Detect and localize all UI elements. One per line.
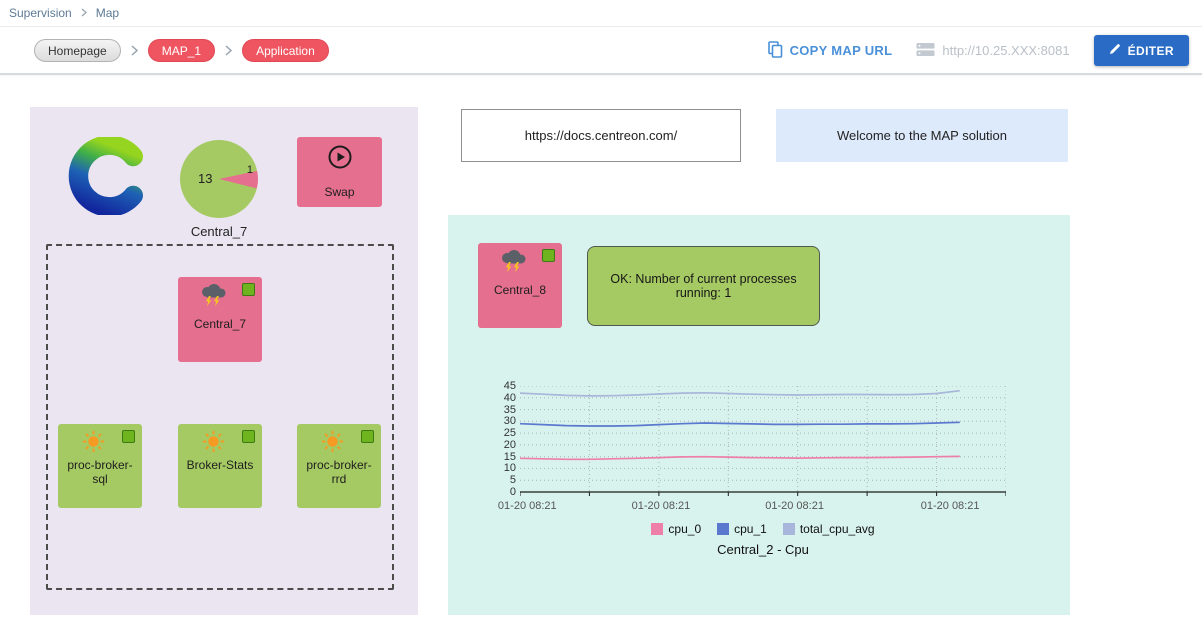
map-left-panel: 13 1 Central_7 Swap: [30, 107, 418, 615]
legend-label: total_cpu_avg: [799, 522, 875, 536]
server-url-text: http://10.25.XXX:8081: [942, 43, 1070, 58]
gauge-label: Central_7: [190, 224, 248, 239]
node-central-7[interactable]: Central_7: [178, 277, 262, 362]
welcome-box: Welcome to the MAP solution: [776, 109, 1068, 162]
edit-button-label: ÉDITER: [1127, 43, 1174, 58]
y-axis-tick-label: 10: [503, 462, 516, 475]
copy-map-url-button[interactable]: COPY MAP URL: [767, 40, 893, 61]
centreon-logo: [63, 135, 145, 220]
storm-cloud-icon: [178, 283, 262, 309]
chevron-right-icon: [131, 45, 138, 56]
x-axis-tick-label: 01-20 08:21: [920, 500, 980, 512]
cpu-chart-plot[interactable]: [520, 386, 1006, 497]
y-axis-tick-label: 45: [503, 380, 516, 392]
map-toolbar: Homepage MAP_1 Application COPY MAP URL: [0, 28, 1202, 75]
status-square: [542, 249, 555, 262]
legend-swatch: [651, 523, 664, 535]
y-axis-tick-label: 5: [509, 474, 516, 487]
status-message-box: OK: Number of current processes running:…: [587, 246, 820, 326]
status-square: [361, 430, 374, 443]
x-axis-tick-label: 01-20 08:21: [497, 500, 557, 512]
y-axis-tick-label: 15: [503, 450, 516, 463]
sun-icon: [297, 430, 381, 453]
status-square: [122, 430, 135, 443]
chevron-right-icon: [225, 45, 233, 56]
node-label: proc-broker-rrd: [306, 458, 372, 486]
node-proc-broker-rrd[interactable]: proc-broker-rrd: [297, 424, 381, 508]
y-axis-tick-label: 35: [503, 403, 516, 416]
y-axis-tick-label: 25: [503, 427, 516, 440]
gauge-widget: 13 1 Central_7: [179, 140, 259, 239]
view-name-pill[interactable]: Application: [242, 39, 329, 62]
y-axis-tick-label: 0: [509, 486, 516, 498]
copy-map-url-label: COPY MAP URL: [789, 43, 893, 58]
welcome-text: Welcome to the MAP solution: [836, 128, 1008, 143]
pencil-icon: [1109, 43, 1121, 58]
legend-swatch: [782, 523, 795, 535]
gauge-slice-value: 1: [246, 164, 253, 176]
gauge-value: 13: [198, 171, 213, 186]
y-axis-tick-label: 30: [503, 415, 516, 428]
storm-cloud-icon: [478, 249, 562, 275]
node-group-outline: [46, 244, 394, 590]
map-right-panel: Central_8 OK: Number of current processe…: [448, 215, 1070, 615]
server-url-display: http://10.25.XXX:8081: [916, 42, 1070, 60]
legend-swatch: [717, 523, 730, 535]
chart-title: Central_2 - Cpu: [717, 542, 809, 557]
gauge-pie-chart[interactable]: 13 1: [180, 140, 258, 218]
docs-link-box[interactable]: https://docs.centreon.com/: [461, 109, 741, 162]
legend-item[interactable]: total_cpu_avg: [782, 522, 875, 536]
node-label: Broker-Stats: [186, 458, 254, 472]
legend-label: cpu_1: [734, 522, 767, 536]
homepage-pill[interactable]: Homepage: [34, 39, 121, 62]
node-label: Swap: [324, 185, 355, 199]
status-square: [242, 430, 255, 443]
breadcrumb-supervision[interactable]: Supervision: [9, 6, 72, 20]
docs-link-text: https://docs.centreon.com/: [524, 128, 678, 143]
node-label: Central_7: [193, 317, 247, 331]
node-central-8[interactable]: Central_8: [478, 243, 562, 328]
x-axis-tick-label: 01-20 08:21: [765, 500, 824, 512]
y-axis-tick-label: 20: [503, 438, 516, 451]
edit-button[interactable]: ÉDITER: [1093, 35, 1189, 66]
y-axis-tick-label: 40: [503, 391, 516, 404]
node-proc-broker-sql[interactable]: proc-broker-sql: [58, 424, 142, 508]
breadcrumb-map[interactable]: Map: [95, 6, 120, 20]
x-axis-tick-label: 01-20 08:21: [631, 500, 691, 512]
status-message-text: OK: Number of current processes running:…: [610, 272, 797, 300]
chart-y-axis: 0 5 10 15 20 25 30 35 40 45: [472, 380, 516, 498]
map-name-pill[interactable]: MAP_1: [147, 39, 216, 62]
sun-icon: [178, 430, 262, 453]
status-square: [242, 283, 255, 296]
breadcrumb: Supervision Map: [0, 0, 1202, 27]
legend-item[interactable]: cpu_0: [651, 522, 701, 536]
toolbar-right-group: COPY MAP URL http://10.25.XXX:8081 ÉDITE…: [767, 35, 1189, 66]
chart-x-axis: 01-20 08:21 01-20 08:21 01-20 08:21 01-20 0…: [498, 500, 1006, 514]
node-swap[interactable]: Swap: [297, 137, 382, 207]
server-icon: [916, 42, 935, 60]
chevron-right-icon: [81, 6, 87, 20]
copy-icon: [767, 40, 783, 61]
play-circle-icon: [297, 144, 382, 170]
chart-legend: cpu_0 cpu_1 total_cpu_avg: [520, 522, 1006, 536]
legend-label: cpu_0: [668, 522, 702, 536]
legend-item[interactable]: cpu_1: [717, 522, 767, 536]
sun-icon: [58, 430, 142, 453]
node-broker-stats[interactable]: Broker-Stats: [178, 424, 262, 508]
node-label: proc-broker-sql: [67, 458, 133, 486]
node-label: Central_8: [493, 283, 547, 297]
